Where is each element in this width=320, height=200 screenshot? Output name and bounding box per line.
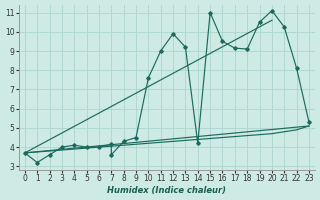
X-axis label: Humidex (Indice chaleur): Humidex (Indice chaleur) bbox=[108, 186, 226, 195]
